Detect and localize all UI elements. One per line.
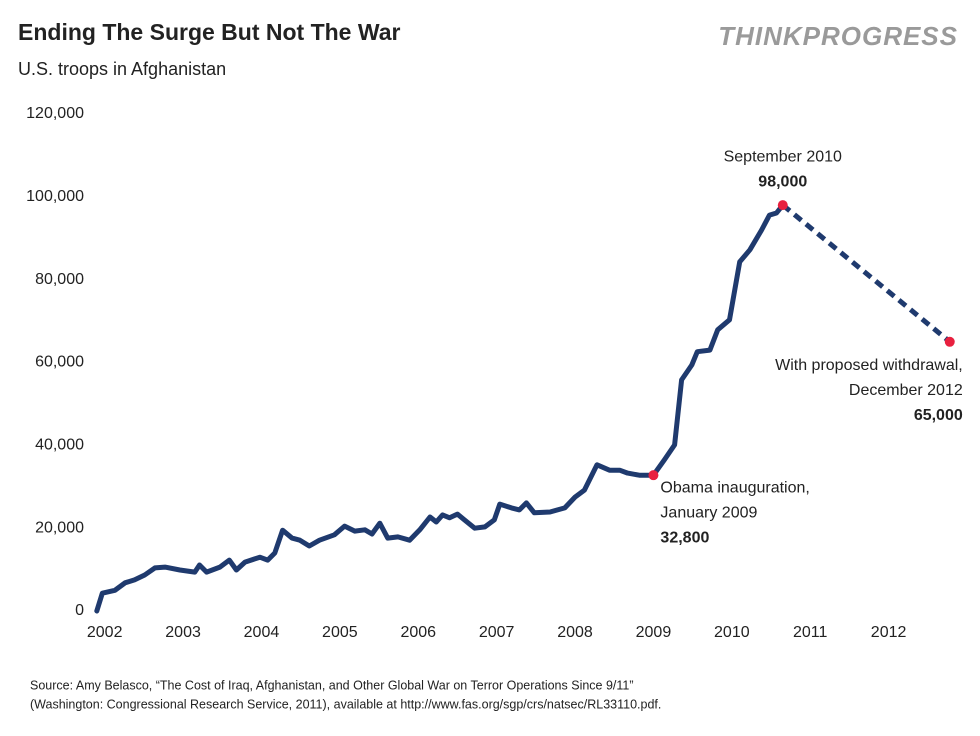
y-tick-label: 40,000 (35, 437, 84, 454)
y-tick-label: 0 (75, 602, 84, 619)
source-note: (Washington: Congressional Research Serv… (30, 697, 661, 711)
y-tick-label: 20,000 (35, 519, 84, 536)
y-tick-label: 100,000 (26, 188, 84, 205)
source-note: Source: Amy Belasco, “The Cost of Iraq, … (30, 678, 634, 692)
x-tick-label: 2006 (400, 624, 436, 641)
x-tick-label: 2010 (714, 624, 750, 641)
annotation-point (648, 470, 659, 481)
x-tick-label: 2003 (165, 624, 201, 641)
annotation-value: 65,000 (914, 407, 963, 424)
x-tick-label: 2002 (87, 624, 123, 641)
series-line (94, 202, 786, 614)
x-tick-label: 2005 (322, 624, 358, 641)
annotation-text: January 2009 (660, 504, 757, 521)
x-tick-label: 2012 (871, 624, 907, 641)
chart-title: Ending The Surge But Not The War (18, 19, 401, 45)
x-tick-label: 2007 (479, 624, 515, 641)
annotation-point (777, 200, 788, 211)
y-tick-label: 60,000 (35, 354, 84, 371)
annotation-text: September 2010 (724, 148, 842, 165)
annotation-value: 32,800 (660, 529, 709, 546)
y-tick-label: 80,000 (35, 271, 84, 288)
annotation-text: Obama inauguration, (660, 479, 809, 496)
annotation-point (944, 336, 955, 347)
annotation-value: 98,000 (758, 173, 807, 190)
x-tick-label: 2008 (557, 624, 593, 641)
x-tick-label: 2011 (793, 624, 828, 641)
x-tick-label: 2009 (636, 624, 672, 641)
annotation-text: December 2012 (849, 382, 963, 399)
annotation-text: With proposed withdrawal, (775, 357, 963, 374)
x-tick-label: 2004 (244, 624, 280, 641)
series-line (781, 203, 952, 344)
y-tick-label: 120,000 (26, 105, 84, 122)
chart-subtitle: U.S. troops in Afghanistan (18, 59, 226, 79)
brand-logo: THINKPROGRESS (718, 21, 958, 51)
